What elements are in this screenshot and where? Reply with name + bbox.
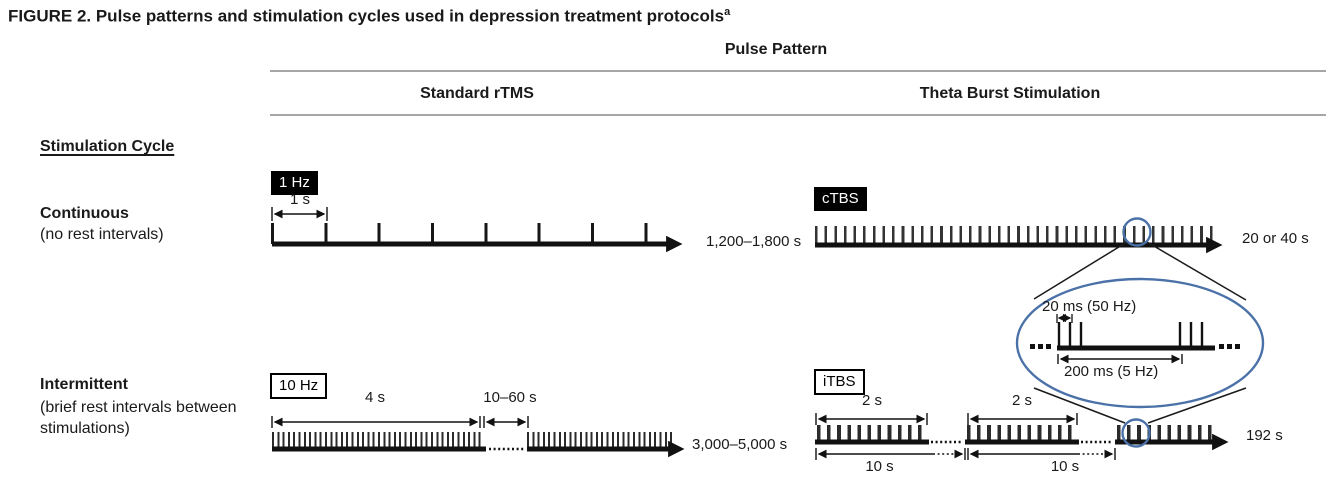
tag-1hz: 1 Hz (271, 171, 318, 195)
measure-4s (271, 416, 481, 428)
pulse-train-1hz (271, 223, 649, 244)
measure-200ms (1057, 354, 1183, 364)
label-duration-10hz: 3,000–5,000 s (692, 436, 788, 453)
tag-ctbs: cTBS (814, 187, 867, 211)
column-header-standard-rtms: Standard rTMS (420, 85, 534, 102)
stimulation-cycle-header: Stimulation Cycle (40, 138, 175, 155)
tag-itbs: iTBS (814, 369, 865, 395)
pulse-pattern-header: Pulse Pattern (724, 41, 828, 58)
label-duration-itbs: 192 s (1246, 427, 1283, 444)
label-10s-first: 10 s (865, 458, 894, 475)
label-2s-second: 2 s (1011, 392, 1032, 409)
magnifier-circle-top (1122, 217, 1152, 247)
measure-10s-second (967, 448, 1116, 460)
burst-detail-ticks (1057, 322, 1204, 347)
measure-10-60s (483, 416, 529, 428)
pulse-train-ctbs (815, 226, 1216, 245)
column-header-theta-burst: Theta Burst Stimulation (919, 85, 1101, 102)
pulse-train-itbs-c (1117, 425, 1216, 442)
measure-2s-second (967, 413, 1078, 425)
label-duration-1hz: 1,200–1,800 s (706, 233, 802, 250)
figure-title-footnote-marker: a (724, 6, 731, 18)
label-duration-ctbs: 20 or 40 s (1242, 230, 1309, 247)
magnifier-ellipse (1015, 277, 1265, 409)
measure-20ms (1056, 313, 1073, 323)
label-intra-burst: 20 ms (50 Hz) (1042, 298, 1137, 315)
tag-10hz: 10 Hz (270, 373, 328, 399)
row-label-intermittent: Intermittent (40, 376, 128, 393)
burst-detail (1030, 313, 1240, 364)
row-label-continuous: Continuous (40, 205, 129, 222)
label-10s-second: 10 s (1050, 458, 1080, 475)
measure-10s-first (815, 448, 966, 460)
label-2s-first: 2 s (861, 392, 882, 409)
measure-2s-first (815, 413, 928, 425)
label-4s: 4 s (364, 389, 385, 406)
label-inter-burst: 200 ms (5 Hz) (1064, 363, 1159, 380)
pulse-train-10hz-b (527, 432, 674, 449)
table-rules (270, 70, 1326, 116)
magnifier-circle-bottom (1121, 418, 1151, 448)
row-note-continuous: (no rest intervals) (40, 226, 164, 243)
figure-title-text: FIGURE 2. Pulse patterns and stimulation… (8, 6, 725, 26)
figure-title: FIGURE 2. Pulse patterns and stimulation… (8, 6, 730, 27)
label-10-60s: 10–60 s (483, 389, 537, 406)
label-1s: 1 s (289, 191, 310, 208)
pulse-train-itbs-b (967, 425, 1076, 442)
row-note-intermittent: (brief rest intervals between stimulatio… (40, 399, 237, 437)
measure-1s (271, 207, 328, 221)
pulse-train-10hz-a (272, 432, 482, 449)
pulse-train-itbs-a (817, 425, 926, 442)
magnifier-connectors (1033, 241, 1247, 424)
burst-detail-dots (1030, 344, 1240, 349)
